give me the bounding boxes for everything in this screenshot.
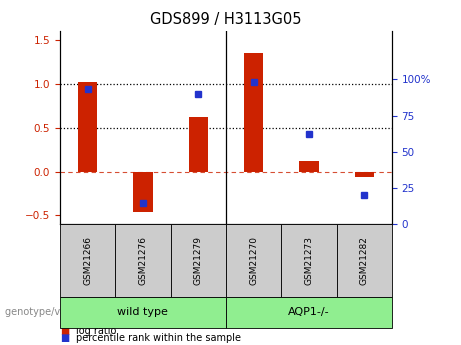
Text: wild type: wild type [118,307,168,317]
Bar [78,82,97,171]
Text: AQP1-/-: AQP1-/- [288,307,330,317]
Text: GSM21282: GSM21282 [360,236,369,285]
Text: percentile rank within the sample: percentile rank within the sample [76,333,241,343]
Bar [189,117,208,171]
Bar [355,171,374,177]
Bar [299,161,319,171]
Text: log ratio: log ratio [76,326,117,336]
Text: ■: ■ [60,333,69,343]
Text: GSM21266: GSM21266 [83,236,92,285]
Text: GSM21276: GSM21276 [138,236,148,285]
Bar [244,53,263,171]
Text: GSM21270: GSM21270 [249,236,258,285]
Text: ■: ■ [60,326,69,336]
Text: genotype/variation ▶: genotype/variation ▶ [5,307,108,317]
Bar [133,171,153,212]
Text: GSM21279: GSM21279 [194,236,203,285]
Title: GDS899 / H3113G05: GDS899 / H3113G05 [150,12,301,27]
Text: GSM21273: GSM21273 [304,236,313,285]
